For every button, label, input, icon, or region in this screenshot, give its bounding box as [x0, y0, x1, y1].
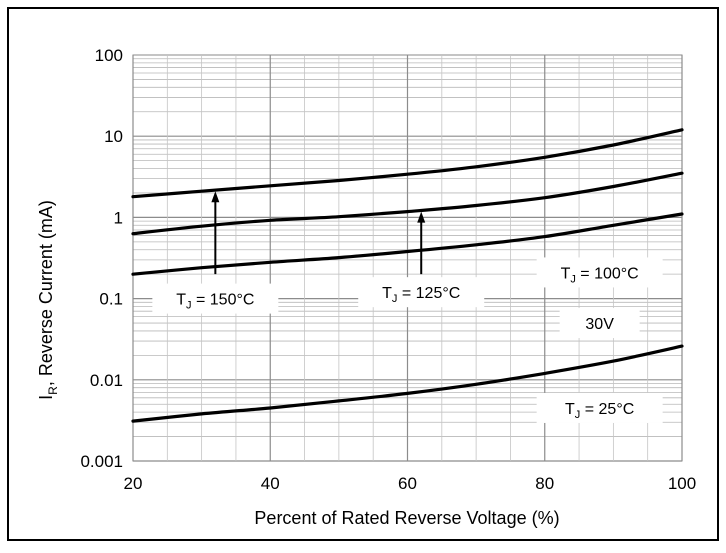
- y-tick-label: 100: [95, 46, 123, 65]
- x-tick-label: 60: [398, 474, 417, 493]
- annotation-label-sub: J: [575, 409, 581, 421]
- annotation-label-main: T: [565, 401, 575, 418]
- annotation-label-main: 30V: [585, 316, 614, 333]
- y-axis-title-rest: , Reverse Current (mA): [36, 200, 56, 386]
- series-line-2: [131, 212, 684, 276]
- series: [131, 128, 684, 423]
- y-tick-label: 10: [104, 127, 123, 146]
- annotation-label-rest: = 100°C: [576, 265, 639, 282]
- annotation-label-rest: = 125°C: [397, 285, 460, 302]
- x-axis-title: Percent of Rated Reverse Voltage (%): [254, 508, 559, 528]
- annotation-box: [358, 277, 485, 308]
- y-tick-label: 0.1: [99, 290, 123, 309]
- y-axis-title-main: I: [36, 395, 56, 400]
- annotation-box: [152, 283, 279, 314]
- annotation-box: [536, 257, 663, 288]
- annotation-label-sub: J: [186, 300, 192, 312]
- series-line-1: [131, 171, 684, 236]
- annotation-label: TJ = 150°C: [176, 292, 254, 312]
- annotation-label: TJ = 100°C: [561, 265, 639, 285]
- arrow-head: [211, 191, 220, 203]
- tick-labels: 20 40 60 80 100 0.001 0.01 0.1 1 10 100: [80, 46, 696, 493]
- annotation-label: TJ = 25°C: [565, 401, 634, 421]
- y-tick-label: 0.001: [80, 452, 123, 471]
- annotation-label-rest: = 150°C: [192, 292, 255, 309]
- annotation-label: TJ = 125°C: [382, 285, 460, 305]
- annotation-label-main: T: [382, 285, 392, 302]
- y-axis-title-sub: R: [46, 386, 60, 395]
- annotation-label-rest: = 25°C: [580, 401, 634, 418]
- annotation-label: 30V: [585, 316, 614, 333]
- series-line-0: [131, 128, 684, 199]
- x-tick-label: 80: [535, 474, 554, 493]
- annotation-label-sub: J: [392, 293, 398, 305]
- x-tick-label: 40: [261, 474, 280, 493]
- annotation-box: [536, 392, 663, 423]
- arrow-head: [417, 211, 426, 223]
- y-tick-label: 1: [114, 208, 123, 227]
- series-line-3: [131, 344, 684, 423]
- x-tick-label: 20: [124, 474, 143, 493]
- annotation-label-main: T: [561, 265, 571, 282]
- y-tick-label: 0.01: [90, 371, 123, 390]
- annotation-label-sub: J: [570, 273, 576, 285]
- annotation-box: [559, 308, 640, 339]
- y-axis-title: IR, Reverse Current (mA): [36, 200, 60, 400]
- annotation-label-main: T: [176, 292, 186, 309]
- x-tick-label: 100: [668, 474, 696, 493]
